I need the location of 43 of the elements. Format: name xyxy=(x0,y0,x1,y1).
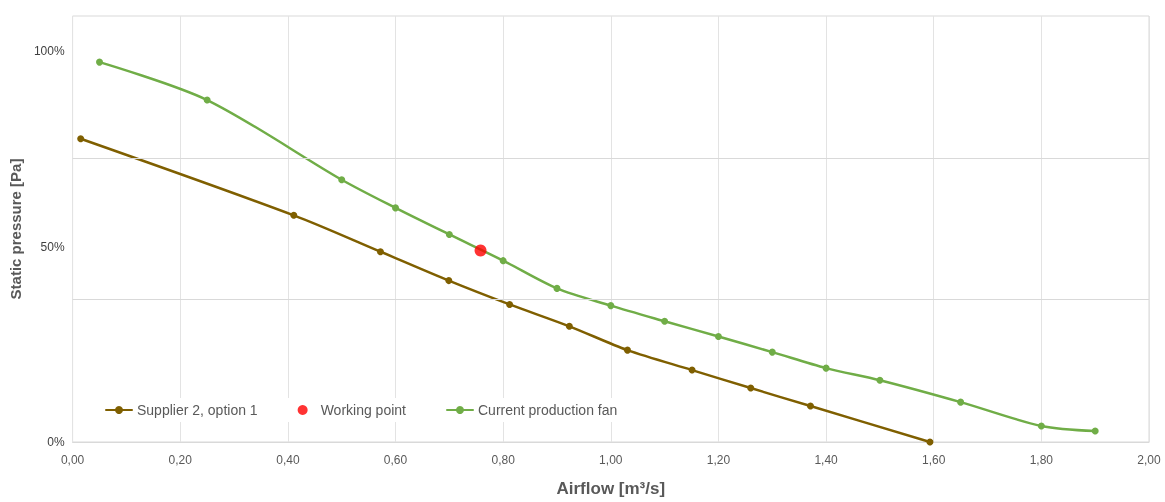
legend-label: Current production fan xyxy=(477,402,618,418)
point xyxy=(876,376,884,384)
point xyxy=(1091,427,1099,435)
x-tick-label: 1,00 xyxy=(599,453,623,467)
point xyxy=(338,176,346,184)
x-tick-label: 1,20 xyxy=(706,453,731,467)
point xyxy=(392,204,400,212)
point xyxy=(445,277,453,285)
point xyxy=(376,248,384,256)
point xyxy=(957,398,965,406)
point xyxy=(1037,422,1045,430)
x-tick-label: 0,60 xyxy=(383,453,408,467)
point xyxy=(806,402,814,410)
legend-label: Supplier 2, option 1 xyxy=(137,402,258,418)
point xyxy=(77,135,85,143)
point xyxy=(714,332,722,340)
y-axis-title: Static pressure [Pa] xyxy=(7,158,24,300)
x-tick-label: 1,60 xyxy=(922,453,946,467)
x-tick-label: 1,80 xyxy=(1029,453,1054,467)
x-axis-title: Airflow [m³/s] xyxy=(556,479,666,498)
point xyxy=(623,346,631,354)
point xyxy=(290,211,298,219)
x-tick-label: 0,00 xyxy=(60,453,85,467)
y-tick-label: 50% xyxy=(40,239,65,254)
x-tick-label: 0,40 xyxy=(276,453,300,467)
point xyxy=(565,322,573,330)
point xyxy=(607,302,615,310)
point xyxy=(747,384,755,392)
point xyxy=(499,257,507,265)
point xyxy=(506,300,514,308)
point xyxy=(553,284,561,292)
y-tick-label: 100% xyxy=(33,44,65,59)
x-tick-label: 1,40 xyxy=(814,453,839,467)
legend-label: Working point xyxy=(320,402,407,418)
point xyxy=(445,230,453,238)
x-tick-label: 0,20 xyxy=(168,453,193,467)
point xyxy=(96,58,103,66)
x-tick-label: 2,00 xyxy=(1137,453,1161,467)
x-tick-label: 0,80 xyxy=(491,453,516,467)
point xyxy=(661,317,669,325)
point xyxy=(474,244,487,257)
y-tick-label: 0% xyxy=(47,435,65,449)
point xyxy=(768,348,776,356)
